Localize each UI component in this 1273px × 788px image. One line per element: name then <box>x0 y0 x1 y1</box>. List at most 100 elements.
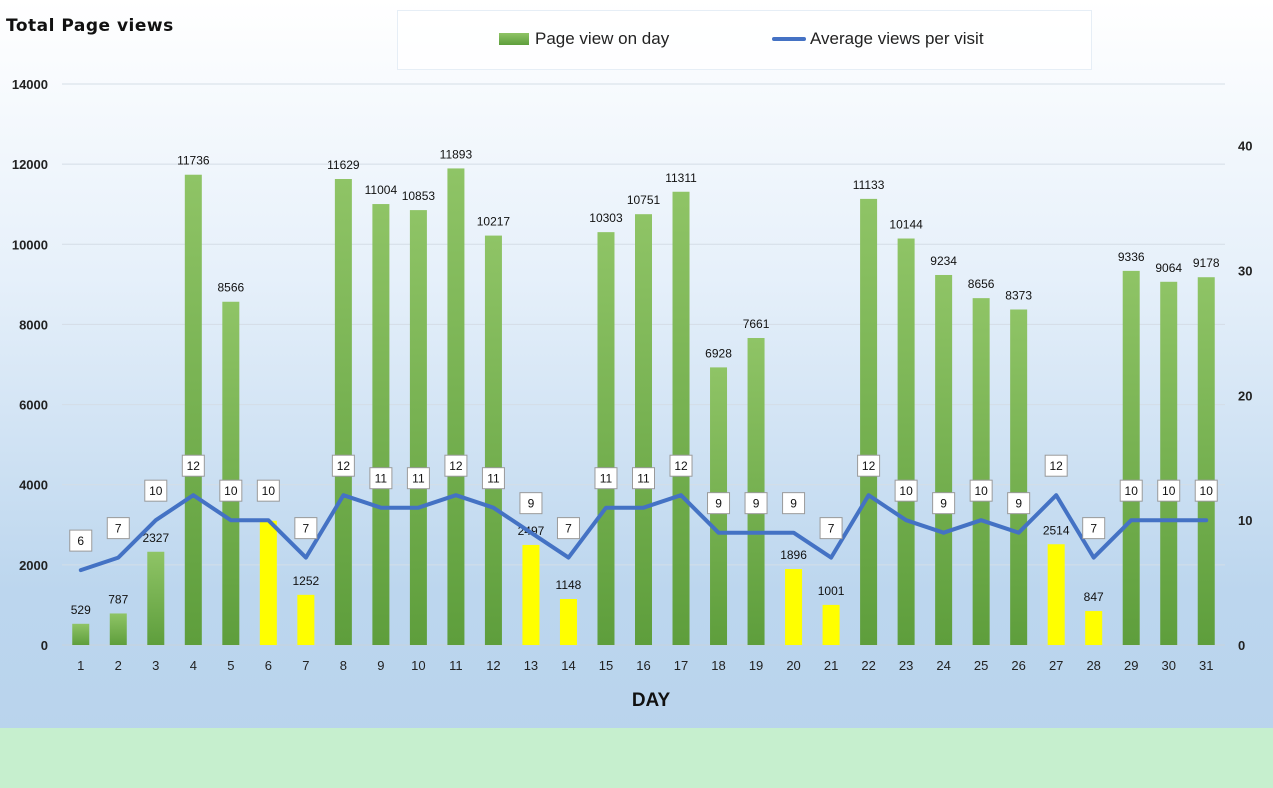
x-tick-label: 26 <box>1011 658 1025 673</box>
bar-page-view <box>522 544 540 645</box>
bar-page-view <box>822 604 840 645</box>
x-tick-label: 9 <box>377 658 384 673</box>
bar-page-view <box>184 174 202 645</box>
bar-page-view <box>897 238 915 645</box>
bar-page-view <box>635 214 652 645</box>
y-right-tick-label: 20 <box>1238 388 1252 403</box>
x-tick-label: 23 <box>899 658 913 673</box>
x-tick-label: 30 <box>1161 658 1175 673</box>
line-label-box <box>669 454 693 477</box>
bar-page-view <box>222 301 240 645</box>
bar-data-label: 11736 <box>177 154 210 168</box>
bar-page-view <box>597 232 615 645</box>
x-tick-label: 24 <box>936 658 950 673</box>
x-tick-label: 2 <box>115 658 122 673</box>
bar-data-label: 10303 <box>589 211 623 225</box>
bar-data-label: 2327 <box>142 531 169 545</box>
line-label-box <box>1082 517 1106 540</box>
bar-data-label: 1252 <box>293 574 320 588</box>
line-data-label: 10 <box>262 484 276 498</box>
line-data-label: 9 <box>753 497 760 511</box>
bar-data-label: 11311 <box>665 171 697 185</box>
bar-data-label: 11133 <box>853 178 885 192</box>
average-line <box>78 493 1209 573</box>
line-data-label: 7 <box>303 522 310 536</box>
bar-data-label: 529 <box>71 603 91 617</box>
x-tick-label: 5 <box>227 658 234 673</box>
bar-page-view <box>1122 270 1140 645</box>
line-label-box <box>857 454 881 477</box>
bar-data-label: 7661 <box>743 317 770 331</box>
line-label-box <box>1044 454 1068 477</box>
bar-data-label: 9064 <box>1155 261 1182 275</box>
line-label-box <box>219 479 243 502</box>
x-tick-label: 29 <box>1124 658 1138 673</box>
x-tick-label: 14 <box>561 658 575 673</box>
line-data-label: 12 <box>187 459 201 473</box>
bar-page-view <box>147 551 165 645</box>
line-label-box <box>144 479 168 502</box>
line-label-box <box>481 467 505 490</box>
x-tick-label: 31 <box>1199 658 1213 673</box>
line-data-label: 9 <box>1015 497 1022 511</box>
x-tick-label: 16 <box>636 658 650 673</box>
line-label-box <box>594 467 618 490</box>
line-data-label: 11 <box>600 472 613 486</box>
bar-data-label: 11629 <box>327 158 360 172</box>
line-data-label: 9 <box>790 497 797 511</box>
bar-page-view <box>747 338 765 645</box>
y-right-tick-label: 40 <box>1238 139 1252 154</box>
y-left-tick-label: 10000 <box>12 237 48 252</box>
bar-data-label: 10217 <box>477 215 511 229</box>
bar-data-label: 1001 <box>818 584 845 598</box>
line-label-box <box>632 467 655 490</box>
line-label-box <box>819 517 843 540</box>
bar-page-view <box>484 235 502 645</box>
x-tick-label: 8 <box>340 658 347 673</box>
x-tick-label: 6 <box>265 658 272 673</box>
y-left-tick-label: 0 <box>41 638 48 653</box>
line-data-label: 10 <box>1200 484 1214 498</box>
y-left-tick-label: 2000 <box>19 558 48 573</box>
bar-page-view <box>1085 611 1103 645</box>
bar-page-view <box>559 598 577 645</box>
line-label-box <box>744 492 768 515</box>
x-tick-label: 7 <box>302 658 309 673</box>
bar-page-view <box>860 198 878 646</box>
x-tick-label: 25 <box>974 658 988 673</box>
x-tick-label: 4 <box>190 658 197 673</box>
line-data-label: 10 <box>224 484 238 498</box>
bar-data-label: 8656 <box>968 277 995 291</box>
bar-data-label: 10144 <box>889 218 923 232</box>
x-tick-label: 3 <box>152 658 159 673</box>
x-tick-label: 11 <box>449 658 463 673</box>
x-tick-label: 10 <box>411 658 425 673</box>
line-label-box <box>181 454 205 477</box>
line-data-label: 10 <box>1162 484 1176 498</box>
line-data-label: 11 <box>487 472 500 486</box>
bar-data-label: 9336 <box>1118 250 1145 264</box>
line-data-label: 10 <box>1125 484 1139 498</box>
line-data-label: 10 <box>899 484 913 498</box>
bar-page-view <box>935 274 953 645</box>
line-label-box <box>1194 479 1218 502</box>
line-label-box <box>969 479 993 502</box>
y-right-tick-label: 30 <box>1238 264 1252 279</box>
line-data-label: 11 <box>412 472 425 486</box>
bar-page-view <box>1160 281 1178 645</box>
bar-page-view <box>1010 309 1028 645</box>
y-left-tick-label: 8000 <box>19 317 48 332</box>
line-data-label: 7 <box>1090 522 1097 536</box>
bar-data-label: 787 <box>108 592 128 606</box>
line-label-box <box>331 454 355 477</box>
x-tick-label: 1 <box>77 658 84 673</box>
line-data-label: 10 <box>149 484 163 498</box>
line-data-label: 12 <box>1049 459 1063 473</box>
x-tick-label: 28 <box>1086 658 1100 673</box>
y-right-tick-label: 0 <box>1238 638 1245 653</box>
line-label-box <box>369 467 393 490</box>
line-data-label: 7 <box>115 522 122 536</box>
bar-data-label: 10751 <box>627 193 661 207</box>
